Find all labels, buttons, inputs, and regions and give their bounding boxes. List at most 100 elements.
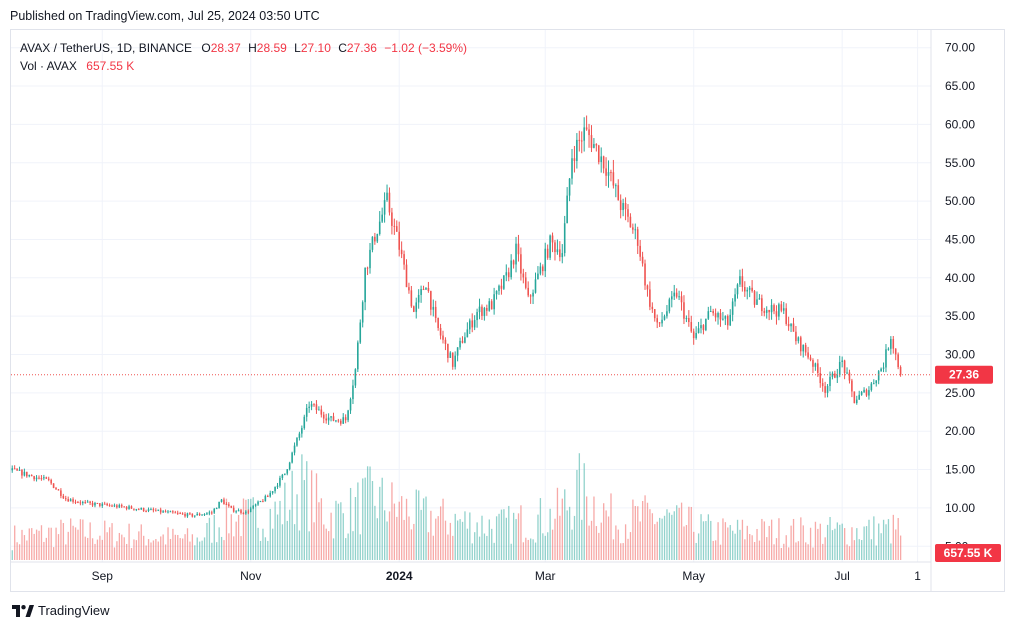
candle-body [568,178,571,196]
candle-body [439,327,442,336]
volume-bar [240,536,242,560]
candle-body [661,319,663,324]
candle-body [673,292,676,297]
candle-body [162,511,164,513]
volume-bar [843,528,846,560]
price-tick-label: 65.00 [945,79,975,93]
volume-bar [722,518,724,560]
volume-label[interactable]: Vol · AVAX [20,59,77,73]
volume-bar [863,526,865,560]
volume-bar [233,536,235,560]
volume-bar [814,521,817,560]
candle-body [262,501,264,503]
candle-body [466,329,469,338]
candle-body [249,508,252,512]
candle-body [301,428,303,434]
volume-bar [812,547,814,560]
candle-body [848,372,851,381]
close-label: C [338,41,347,55]
candle-body [339,420,342,424]
volume-bar [890,543,892,560]
candle-body [357,342,359,370]
candle-body [863,389,865,393]
candle-body [464,337,466,343]
candle-body [899,367,902,375]
volume-bar [291,470,293,560]
candle-body [493,294,495,310]
candle-body [761,298,763,312]
volume-bar [60,519,62,560]
candle-body [807,352,809,358]
candle-body [296,437,298,446]
candle-body [16,468,18,471]
volume-bar [79,519,82,560]
volume-bar [542,533,544,560]
volume-bar [807,544,809,560]
volume-bar [783,543,785,560]
volume-bar [637,506,639,560]
candle-body [503,275,505,289]
candle-body [337,420,340,422]
volume-bar [491,528,493,560]
symbol-label[interactable]: AVAX / TetherUS, 1D, BINANCE [20,41,193,55]
volume-bar [121,534,123,560]
volume-bar [45,537,47,560]
candle-body [313,404,315,406]
candle-body [600,156,603,163]
volume-bar [281,524,284,560]
candle-body [147,509,150,512]
volume-bar [203,537,206,560]
candle-body [349,399,352,411]
volume-bar [135,540,138,560]
volume-bar [744,539,746,560]
volume-bar [581,519,583,560]
candle-body [486,307,488,311]
candle-body [527,287,529,296]
volume-bar [834,528,836,560]
volume-bar [868,519,870,560]
candle-body [758,298,761,300]
volume-bar [174,534,176,560]
candle-body [520,254,522,274]
price-tick-label: 60.00 [945,117,975,131]
candle-body [320,409,323,415]
candle-body [422,289,425,291]
candle-body [666,311,668,317]
volume-bar [391,482,393,560]
candle-body [89,501,91,503]
candle-body [81,501,84,504]
candle-body [189,513,191,515]
candle-body [880,368,882,372]
candle-body [388,192,391,213]
volume-bar [671,514,673,560]
volume-bar [573,515,576,560]
candle-body [208,512,211,514]
volume-bar [600,522,602,560]
candle-body [206,513,208,515]
footer-brand[interactable]: TradingView [12,603,110,618]
volume-bar [345,538,347,560]
candle-body [641,256,644,264]
volume-bar [237,514,240,560]
candle-body [137,509,140,511]
volume-bar [525,537,527,560]
candle-body [315,404,318,410]
candle-body [836,375,839,378]
volume-bar [18,544,21,560]
candle-body [539,266,542,274]
volume-bar [712,540,714,560]
volume-bar [680,502,683,560]
volume-bar [593,496,595,560]
volume-bar [559,515,561,560]
volume-bar [259,540,262,560]
volume-bar [741,519,744,560]
volume-bar [892,514,894,560]
candle-body [512,260,515,265]
volume-bar [724,522,727,560]
candle-body [855,399,858,404]
volume-bar [885,524,887,560]
volume-bar [534,542,537,560]
volume-bar [150,542,152,560]
candle-body [515,243,517,265]
